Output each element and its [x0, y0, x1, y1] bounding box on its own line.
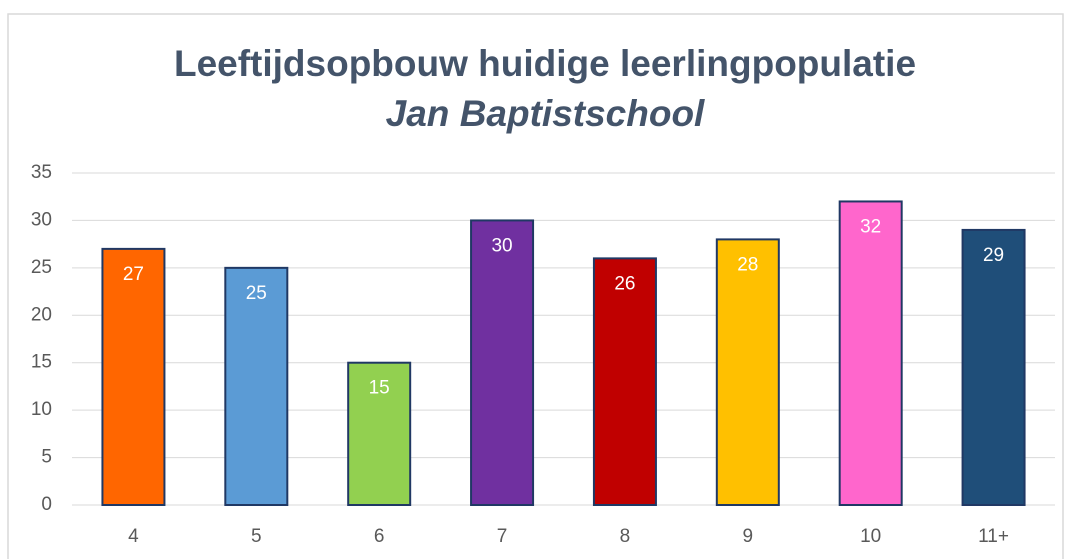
- x-tick-label: 10: [860, 526, 881, 547]
- data-label: 15: [369, 378, 390, 399]
- y-tick-label: 30: [31, 209, 52, 230]
- data-label: 32: [860, 216, 881, 237]
- y-tick-label: 0: [41, 494, 52, 515]
- chart-title: Leeftijdsopbouw huidige leerlingpopulati…: [174, 43, 916, 84]
- bar: [101, 247, 166, 506]
- data-label: 28: [737, 254, 758, 275]
- bar: [224, 266, 289, 506]
- y-tick-label: 35: [31, 162, 52, 183]
- data-label: 30: [491, 235, 512, 256]
- bar: [715, 238, 780, 506]
- x-tick-label: 11+: [978, 526, 1009, 547]
- x-tick-label: 8: [620, 526, 631, 547]
- y-tick-label: 5: [41, 447, 52, 468]
- x-tick-label: 5: [251, 526, 262, 547]
- data-label: 29: [983, 245, 1004, 266]
- bar: [470, 219, 535, 507]
- x-tick-label: 7: [497, 526, 508, 547]
- x-tick-label: 9: [743, 526, 754, 547]
- chart-subtitle: Jan Baptistschool: [386, 93, 705, 134]
- bar: [592, 257, 657, 506]
- bar: [838, 200, 903, 506]
- x-tick-label: 4: [128, 526, 139, 547]
- data-label: 26: [614, 273, 635, 294]
- data-label: 25: [246, 283, 267, 304]
- x-tick-label: 6: [374, 526, 385, 547]
- y-tick-label: 15: [31, 352, 52, 373]
- bar: [961, 228, 1026, 507]
- y-tick-label: 25: [31, 257, 52, 278]
- y-tick-label: 20: [31, 304, 52, 325]
- y-tick-label: 10: [31, 399, 52, 420]
- data-label: 27: [123, 264, 144, 285]
- bar: [347, 361, 412, 507]
